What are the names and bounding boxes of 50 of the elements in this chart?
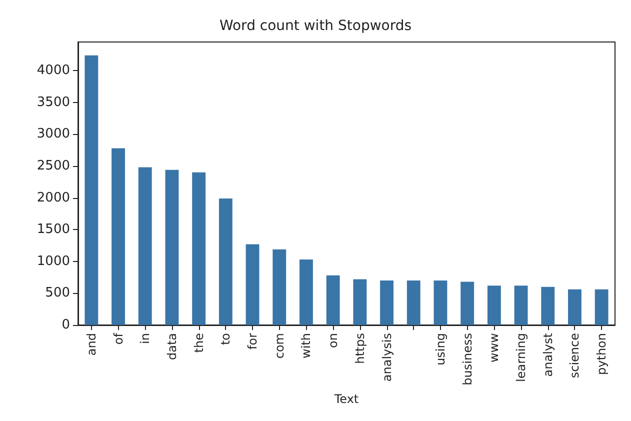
- x-tick-label: for: [246, 332, 260, 350]
- bar: [165, 170, 179, 325]
- bar: [541, 286, 555, 325]
- x-axis-title: Text: [333, 392, 359, 406]
- bar: [112, 148, 125, 325]
- bar: [326, 275, 340, 325]
- x-tick-label: business: [460, 333, 474, 386]
- chart-title: Word count with Stopwords: [219, 18, 412, 34]
- bar: [380, 280, 394, 325]
- x-tick-label: in: [138, 333, 152, 344]
- x-tick-label: python: [594, 333, 609, 375]
- x-tick-label: on: [326, 333, 340, 348]
- x-tick-label: and: [84, 333, 98, 356]
- bar: [406, 280, 420, 325]
- x-tick-label: learning: [514, 333, 528, 382]
- bar: [246, 244, 260, 325]
- x-tick-label: the: [192, 333, 206, 353]
- y-tick-label: 2000: [36, 190, 70, 206]
- x-tick-label: data: [164, 333, 179, 360]
- y-tick-label: 1500: [36, 222, 70, 238]
- y-tick-label: 2500: [36, 158, 70, 174]
- bar: [487, 286, 501, 325]
- x-tick-label: https: [352, 333, 367, 364]
- y-tick-label: 3000: [36, 126, 70, 142]
- bar: [272, 249, 286, 325]
- bar: [514, 286, 528, 325]
- y-tick-label: 0: [62, 318, 70, 332]
- bar: [192, 172, 206, 325]
- x-tick-label: science: [568, 333, 582, 378]
- bar: [460, 282, 474, 325]
- bar: [138, 167, 152, 325]
- x-tick-label: analyst: [540, 332, 555, 377]
- bar: [300, 259, 313, 325]
- x-tick-label: using: [433, 333, 448, 366]
- bar: [434, 280, 448, 325]
- y-tick-label: 500: [45, 286, 70, 301]
- x-tick-label: www: [487, 332, 502, 362]
- x-tick-label: com: [272, 333, 286, 359]
- bar: [84, 55, 98, 325]
- y-tick-label: 4000: [36, 63, 70, 78]
- x-tick-label: analysis: [380, 333, 394, 382]
- bar: [218, 198, 232, 325]
- bar: [353, 279, 367, 325]
- x-tick-label: of: [111, 332, 126, 345]
- y-tick-label: 1000: [36, 254, 70, 269]
- x-tick-label: with: [299, 333, 314, 358]
- x-tick-label: to: [218, 333, 233, 346]
- y-tick-label: 3500: [36, 94, 70, 110]
- bar: [594, 289, 608, 325]
- bar: [568, 289, 582, 325]
